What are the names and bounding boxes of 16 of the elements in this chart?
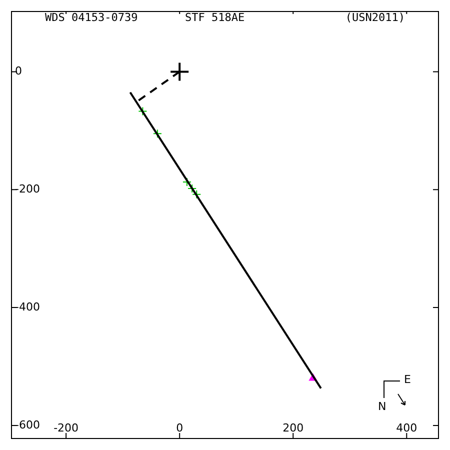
- annotation: N: [378, 400, 386, 413]
- annotation: E: [404, 373, 411, 386]
- x-tick-label: 400: [396, 421, 418, 434]
- y-tick-label: 0: [15, 64, 22, 78]
- point: [152, 129, 162, 138]
- x-tick-label: 0: [176, 421, 184, 434]
- y-tick-label: -400: [15, 300, 40, 314]
- annotation: (USN2011): [345, 10, 405, 24]
- x-tick-label: 200: [282, 421, 304, 434]
- y-tick-label: -200: [15, 182, 40, 196]
- point: [170, 62, 190, 82]
- chart-title: WDS 04153-0739: [45, 10, 138, 24]
- chart-subtitle: STF 518AE: [185, 10, 245, 24]
- y-tick-label: -600: [15, 418, 40, 432]
- x-tick-label: -200: [54, 421, 79, 434]
- point: [138, 106, 148, 116]
